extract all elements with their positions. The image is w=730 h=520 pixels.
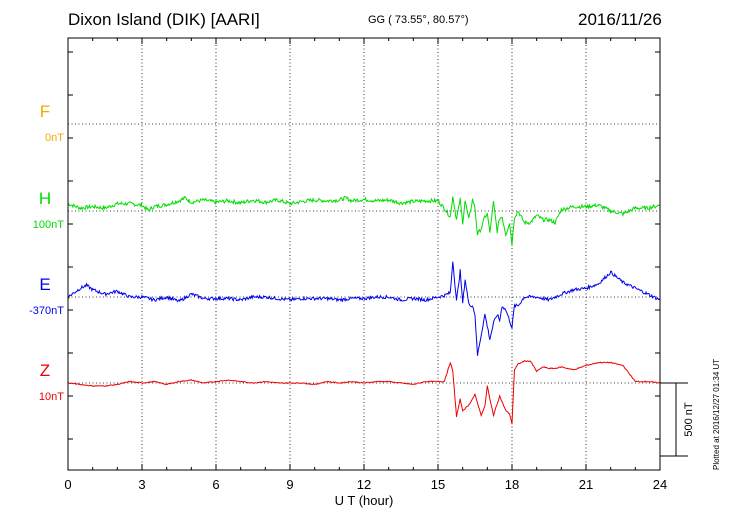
x-tick-label: 0 [64,477,71,492]
series-name-z: Z [40,361,50,380]
x-tick-label: 18 [505,477,519,492]
series-name-e: E [39,275,50,294]
date-title: 2016/11/26 [578,10,662,29]
series-baseline-h: 100nT [33,219,64,231]
x-tick-label: 15 [431,477,445,492]
series-line-z [67,360,661,425]
x-tick-label: 24 [653,477,667,492]
series-name-f: F [40,102,50,121]
series-line-h [67,195,661,247]
plotted-timestamp: Plotted at 2016/12/27 01:34 UT [712,358,721,470]
x-tick-label: 9 [286,477,293,492]
series-line-e [67,261,661,356]
labels-layer: 0 3 6 9 12 15 18 21 24 U T (hour) F 0nT H 100nT E -370n… [29,102,695,508]
series-layer [67,195,661,425]
series-baseline-z: 10nT [39,391,64,403]
x-tick-label: 3 [138,477,145,492]
x-tick-label: 6 [212,477,219,492]
x-tick-label: 21 [579,477,593,492]
plot-frame [67,37,661,471]
coordinates-label: GG ( 73.55°, 80.57°) [368,14,469,26]
scale-bar-label: 500 nT [683,402,695,437]
axes-layer [67,37,688,471]
station-title: Dixon Island (DIK) [AARI] [68,10,260,29]
x-tick-label: 12 [357,477,371,492]
x-axis-label: U T (hour) [335,493,394,508]
series-baseline-e: -370nT [29,305,64,317]
grid-layer [68,38,660,470]
series-name-h: H [39,189,51,208]
series-baseline-f: 0nT [45,132,64,144]
